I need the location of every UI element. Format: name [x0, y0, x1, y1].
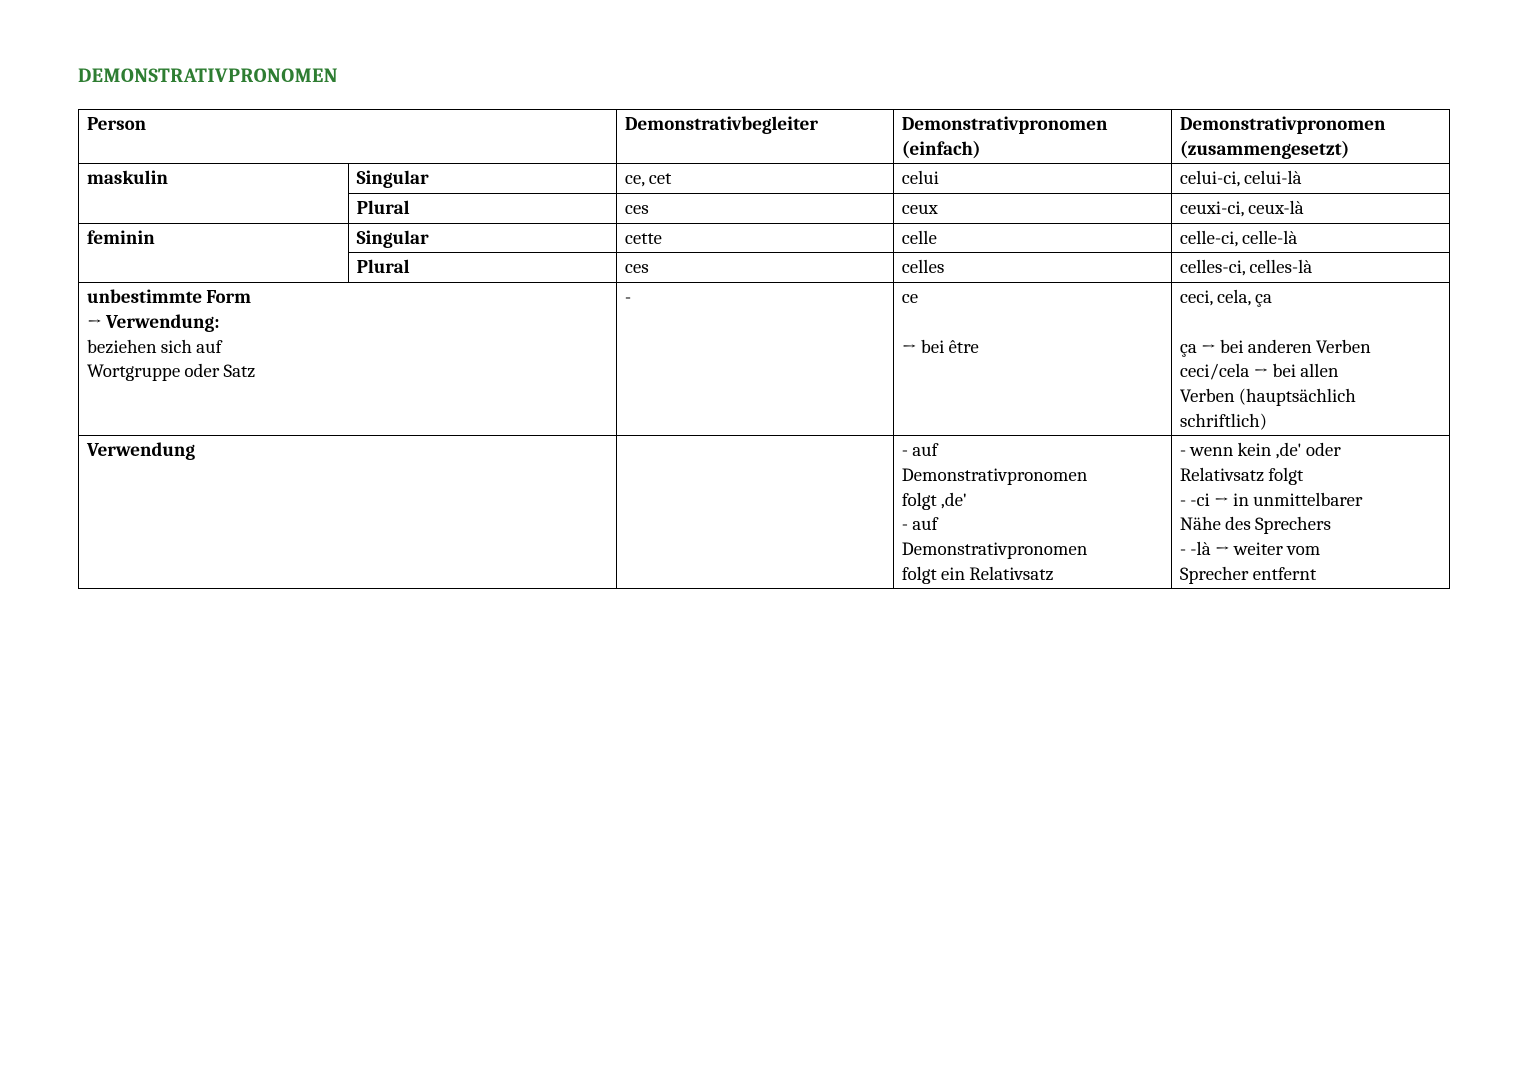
document-page: DEMONSTRATIVPRONOMEN Person Demonstrativ…: [0, 0, 1528, 653]
cell-unbest-einf: ce → bei être: [893, 283, 1171, 436]
cell-unbest-label: unbestimmte Form → Verwendung: beziehen …: [79, 283, 617, 436]
cell-fem-sg-begl: cette: [616, 223, 893, 253]
col-zusammen-l2: (zusammengesetzt): [1180, 138, 1349, 160]
unbest-einf-l1: ce: [902, 286, 918, 308]
verw-einf-l1: - auf: [902, 439, 938, 461]
cell-fem-gender: feminin: [79, 223, 349, 253]
unbest-l3: beziehen sich auf: [87, 336, 221, 358]
row-unbestimmt: unbestimmte Form → Verwendung: beziehen …: [79, 283, 1450, 436]
page-title: DEMONSTRATIVPRONOMEN: [78, 64, 1450, 87]
col-person-header: Person: [79, 110, 617, 164]
verw-einf-l2: Demonstrativpronomen: [902, 464, 1088, 486]
cell-mask-sg-begl: ce, cet: [616, 164, 893, 194]
cell-mask-pl-einf: ceux: [893, 194, 1171, 224]
cell-fem-pl-num: Plural: [348, 253, 616, 283]
cell-mask-gender: maskulin: [79, 164, 349, 194]
unbest-l1: unbestimmte Form: [87, 286, 251, 308]
cell-verw-zus: - wenn kein ‚de' oder Relativsatz folgt …: [1171, 436, 1449, 589]
cell-fem-sg-einf: celle: [893, 223, 1171, 253]
unbest-zus-l6: schriftlich): [1180, 410, 1267, 432]
col-zusammen-l1: Demonstrativpronomen: [1180, 113, 1386, 135]
cell-verw-begl: [616, 436, 893, 589]
unbest-zus-l4: ceci/cela → bei allen: [1180, 360, 1339, 382]
cell-fem-pl-begl: ces: [616, 253, 893, 283]
cell-fem-pl-gender: [79, 253, 349, 283]
cell-fem-sg-num: Singular: [348, 223, 616, 253]
verw-einf-l5: Demonstrativpronomen: [902, 538, 1088, 560]
verw-einf-l3: folgt ‚de': [902, 489, 967, 511]
verw-zus-l1: - wenn kein ‚de' oder: [1180, 439, 1341, 461]
cell-verw-einf: - auf Demonstrativpronomen folgt ‚de' - …: [893, 436, 1171, 589]
unbest-einf-l3: → bei être: [902, 336, 979, 358]
unbest-l4: Wortgruppe oder Satz: [87, 360, 255, 382]
cell-unbest-begl: -: [616, 283, 893, 436]
row-maskulin-sg: maskulin Singular ce, cet celui celui-ci…: [79, 164, 1450, 194]
unbest-zus-l1: ceci, cela, ça: [1180, 286, 1272, 308]
cell-fem-sg-zus: celle-ci, celle-là: [1171, 223, 1449, 253]
cell-verw-label: Verwendung: [79, 436, 617, 589]
verw-zus-l2: Relativsatz folgt: [1180, 464, 1303, 486]
row-verwendung: Verwendung - auf Demonstrativpronomen fo…: [79, 436, 1450, 589]
row-feminin-sg: feminin Singular cette celle celle-ci, c…: [79, 223, 1450, 253]
demonstrative-table: Person Demonstrativbegleiter Demonstrati…: [78, 109, 1450, 589]
col-begleiter-header: Demonstrativbegleiter: [616, 110, 893, 164]
verw-einf-l6: folgt ein Relativsatz: [902, 563, 1054, 585]
unbest-zus-l5: Verben (hauptsächlich: [1180, 385, 1356, 407]
row-maskulin-pl: Plural ces ceux ceuxi-ci, ceux-là: [79, 194, 1450, 224]
col-einfach-header: Demonstrativpronomen (einfach): [893, 110, 1171, 164]
verw-zus-l4: Nähe des Sprechers: [1180, 513, 1331, 535]
cell-mask-sg-num: Singular: [348, 164, 616, 194]
row-feminin-pl: Plural ces celles celles-ci, celles-là: [79, 253, 1450, 283]
col-einfach-l1: Demonstrativpronomen: [902, 113, 1108, 135]
cell-mask-pl-num: Plural: [348, 194, 616, 224]
cell-mask-pl-zus: ceuxi-ci, ceux-là: [1171, 194, 1449, 224]
verw-zus-l3: - -ci → in unmittelbarer: [1180, 489, 1363, 511]
cell-mask-sg-einf: celui: [893, 164, 1171, 194]
table-header-row: Person Demonstrativbegleiter Demonstrati…: [79, 110, 1450, 164]
verw-zus-l5: - -là → weiter vom: [1180, 538, 1320, 560]
cell-fem-pl-einf: celles: [893, 253, 1171, 283]
unbest-l2: → Verwendung:: [87, 311, 219, 333]
col-zusammen-header: Demonstrativpronomen (zusammengesetzt): [1171, 110, 1449, 164]
verw-zus-l6: Sprecher entfernt: [1180, 563, 1316, 585]
col-einfach-l2: (einfach): [902, 138, 981, 160]
cell-fem-pl-zus: celles-ci, celles-là: [1171, 253, 1449, 283]
unbest-zus-l3: ça → bei anderen Verben: [1180, 336, 1371, 358]
verw-einf-l4: - auf: [902, 513, 938, 535]
cell-mask-sg-zus: celui-ci, celui-là: [1171, 164, 1449, 194]
cell-mask-pl-begl: ces: [616, 194, 893, 224]
cell-unbest-zus: ceci, cela, ça ça → bei anderen Verben c…: [1171, 283, 1449, 436]
cell-mask-pl-gender: [79, 194, 349, 224]
